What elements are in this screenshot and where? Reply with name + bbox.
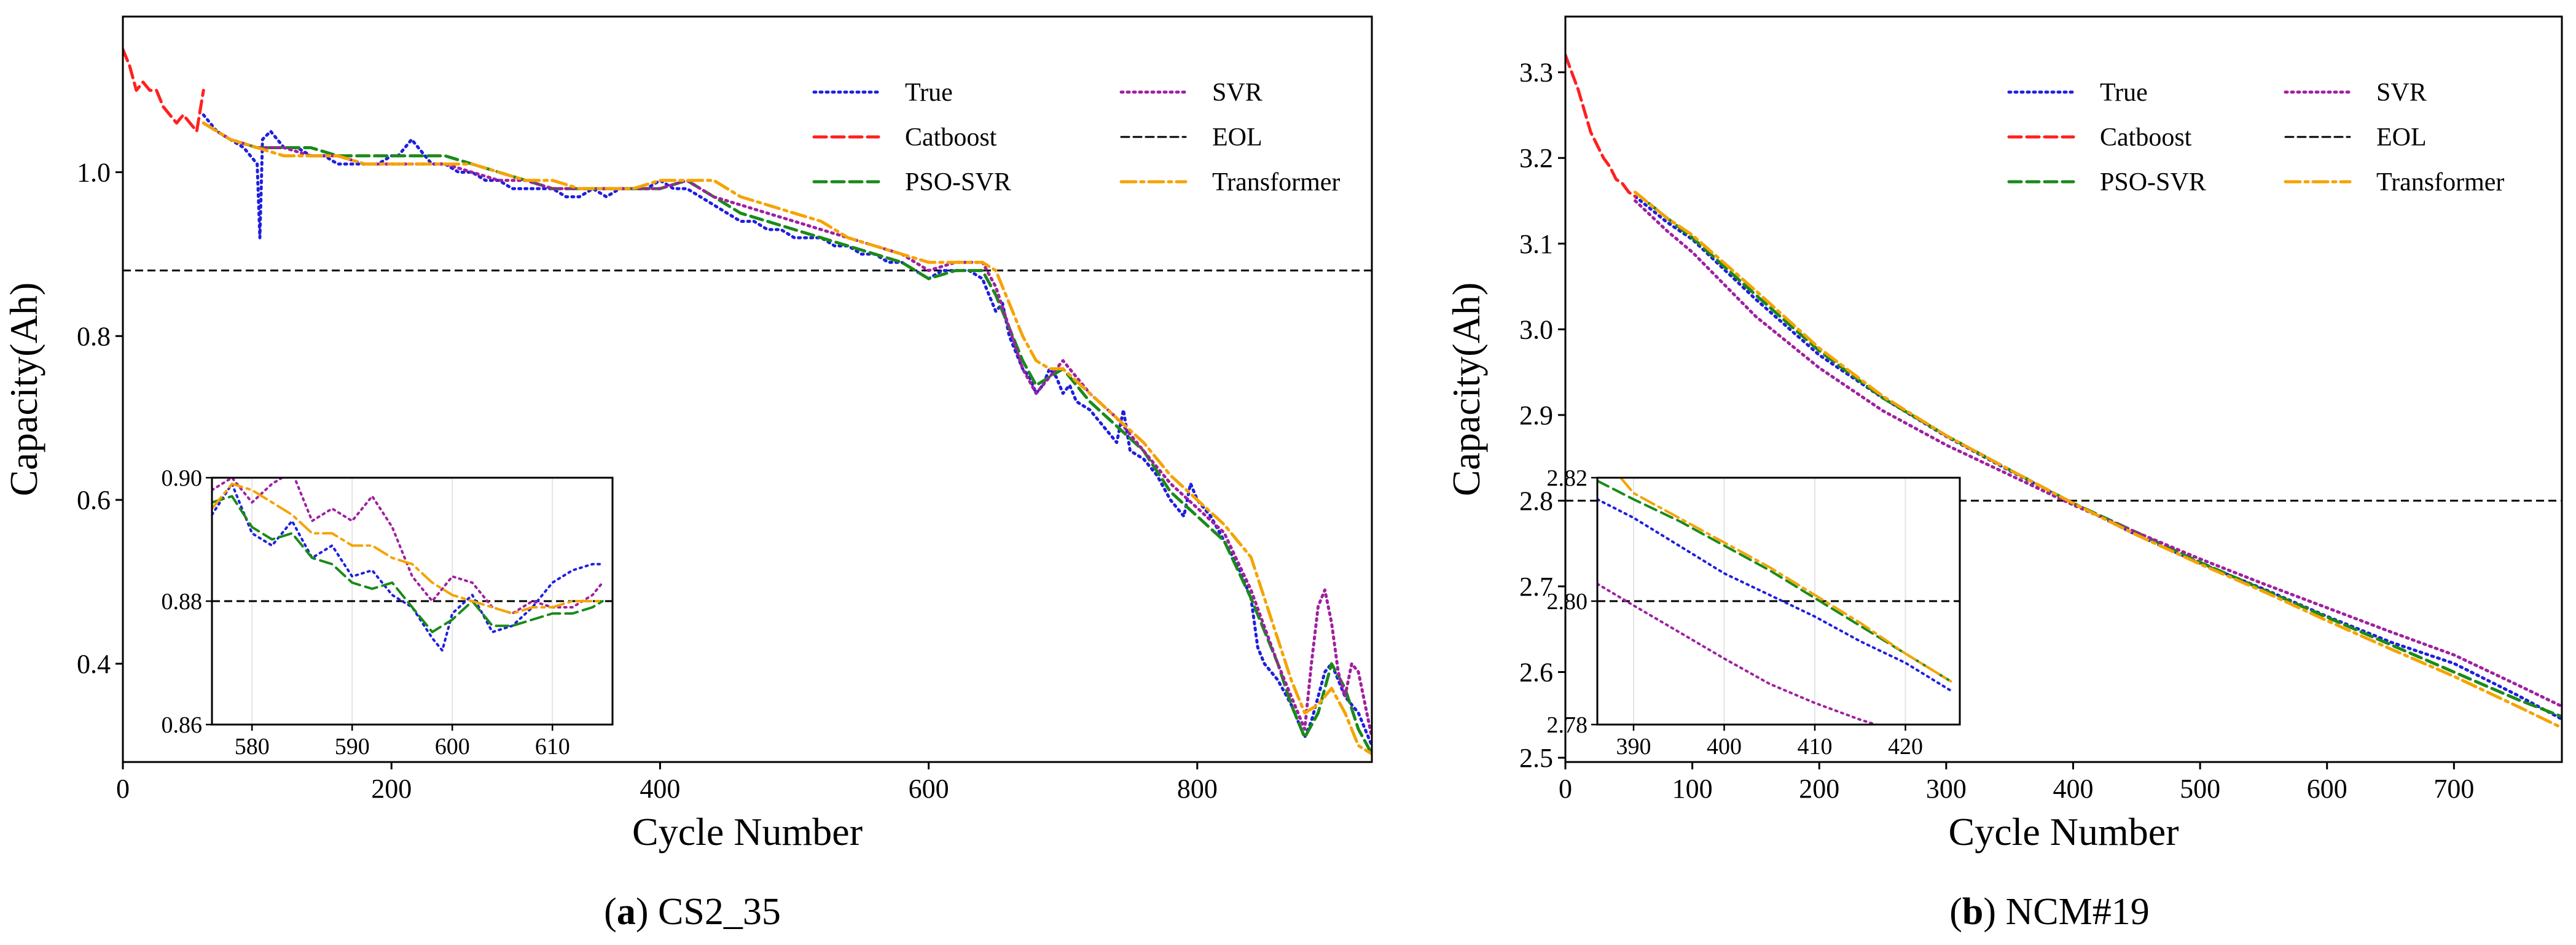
y-tick-label: 3.0 [1519,314,1553,344]
legend-label-pso_svr: PSO-SVR [905,168,1011,196]
legend-label-eol: EOL [2376,123,2427,152]
series-line-catboost [1565,53,1637,198]
inset-plot-area [212,478,613,725]
x-axis-title: Cycle Number [1949,810,2179,854]
legend: True SVR Catboost EOL PSO-SVR Transformer [812,79,1340,196]
legend: True SVR Catboost EOL PSO-SVR Transformer [2007,79,2504,196]
y-tick-label: 2.5 [1519,743,1553,773]
x-tick-label: 0 [116,774,130,804]
inset-x-tick-label: 410 [1798,734,1833,760]
series-line-pso-svr [202,121,1372,756]
inset-chart: 580 590 600 610 0.86 0.88 0.90 [162,465,614,760]
inset-x-tick-label: 600 [435,734,470,760]
legend-label-svr: SVR [2376,79,2427,107]
series-line-svr [1634,199,2562,708]
series-line-transformer [1634,190,2562,729]
y-tick-label: 2.8 [1519,486,1553,516]
x-tick-label: 800 [1177,774,1218,804]
inset-plot-area [1597,478,1960,725]
y-tick-label: 1.0 [77,157,111,187]
caption-a-text: CS2_35 [658,891,781,933]
x-axis-title: Cycle Number [632,810,863,854]
y-tick-label: 0.8 [77,321,111,351]
x-tick-label: 0 [1559,774,1572,804]
series-line-svr [202,121,1372,739]
inset-y-tick-label: 0.86 [162,712,203,738]
x-tick-label: 500 [2180,774,2220,804]
caption-a-letter: a [617,891,636,933]
inset-series-line-svr [212,478,604,615]
inset-series-line-true [1597,498,1952,692]
inset-x-tick-label: 610 [535,734,570,760]
x-tick-label: 200 [1799,774,1839,804]
y-tick-label: 0.4 [77,649,111,679]
x-tick-label: 600 [2307,774,2347,804]
inset-x-tick-label: 590 [335,734,370,760]
inset-series-line-transformer [1619,478,1952,683]
x-tick-label: 600 [909,774,949,804]
inset-y-tick-label: 2.78 [1547,712,1588,738]
legend-label-catboost: Catboost [2100,123,2192,152]
x-tick-label: 400 [2053,774,2093,804]
inset-series-line-svr [1597,582,1881,725]
legend-label-eol: EOL [1212,123,1263,152]
x-tick-label: 700 [2433,774,2474,804]
inset-y-tick-label: 2.82 [1547,465,1588,491]
inset-y-tick-label: 0.90 [162,465,203,491]
x-tick-label: 100 [1672,774,1713,804]
legend-label-true: True [2100,79,2148,107]
inset-x-tick-label: 580 [235,734,270,760]
caption-b-text: NCM#19 [2006,891,2150,933]
caption-b: (b) NCM#19 [1949,891,2150,933]
inset-series-line-transformer [212,483,604,615]
panel-a-chart: 0 200 400 600 800 0.4 0.6 0.8 1.0 Cycle Number Cap… [2,15,1373,854]
plot-area [123,47,1372,756]
series-line-catboost [123,47,205,133]
inset-x-tick-label: 390 [1616,734,1651,760]
inset-series-line-pso-svr [1597,480,1952,683]
inset-y-tick-label: 2.80 [1547,589,1588,615]
y-tick-label: 2.6 [1519,657,1553,687]
x-tick-label: 200 [371,774,412,804]
y-axis-title: Capacity(Ah) [1444,282,1488,496]
y-tick-label: 0.6 [77,485,111,515]
panel-b-chart: 0 100 200 300 400 500 600 700 2.5 2.6 2.7 2.8 2.9 3.0… [1444,15,2563,854]
y-axis-title: Capacity(Ah) [2,282,45,496]
x-tick-label: 300 [1926,774,1967,804]
legend-label-svr: SVR [1212,79,1263,107]
inset-y-tick-label: 0.88 [162,589,203,615]
legend-label-transformer: Transformer [1212,168,1340,196]
axes-frame [1564,15,2563,763]
legend-label-pso_svr: PSO-SVR [2100,168,2206,196]
caption-a: (a) CS2_35 [604,891,781,933]
y-tick-label: 3.1 [1519,229,1553,259]
y-tick-label: 2.9 [1519,400,1553,430]
legend-label-transformer: Transformer [2376,168,2504,196]
series-line-transformer [202,121,1372,756]
inset-series-line-true [212,483,604,652]
inset-x-tick-label: 400 [1707,734,1742,760]
legend-label-true: True [905,79,953,107]
series-line-true [202,113,1372,747]
inset-chart: 390 400 410 420 2.78 2.80 2.82 [1547,465,1961,760]
inset-series-line-pso-svr [212,495,604,634]
y-tick-label: 2.7 [1519,572,1553,602]
y-tick-label: 3.2 [1519,143,1553,173]
axes-frame [122,15,1373,763]
inset-x-tick-label: 420 [1888,734,1923,760]
legend-label-catboost: Catboost [905,123,997,152]
x-tick-label: 400 [640,774,680,804]
y-tick-label: 3.3 [1519,58,1553,88]
caption-b-letter: b [1962,891,1983,933]
